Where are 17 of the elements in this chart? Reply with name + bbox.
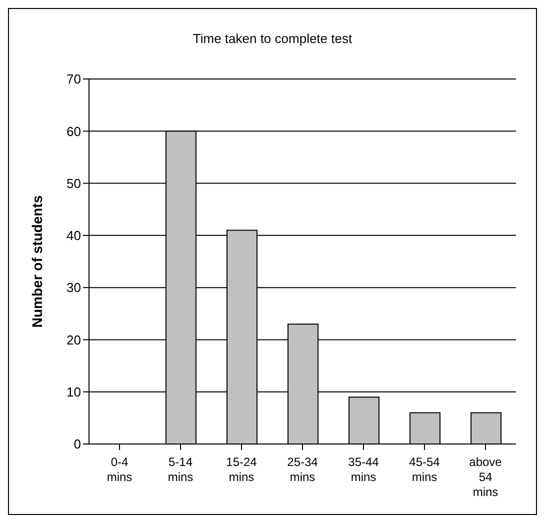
y-tick-label: 30 (66, 280, 81, 296)
x-tick-label: 5-14 mins (168, 455, 194, 484)
y-tick-label: 40 (66, 228, 81, 244)
y-tick-label: 50 (66, 176, 81, 191)
x-tick-label: 25-34 mins (287, 455, 318, 484)
chart-title: Time taken to complete test (192, 31, 354, 46)
y-axis-title: Number of students (28, 195, 45, 328)
y-tick-label: 70 (66, 72, 81, 87)
x-tick-label: 15-24 mins (226, 455, 258, 484)
y-tick-label: 20 (66, 332, 81, 348)
y-tick-label: 0 (74, 436, 81, 452)
y-tick-label: 10 (66, 384, 81, 400)
x-tick-label: 0-4 mins (106, 455, 132, 484)
x-tick-label: 35-44 mins (348, 455, 380, 484)
y-tick-label: 60 (66, 124, 81, 139)
x-tick-label: 45-54 mins (409, 455, 440, 484)
x-tick-label: above 54 mins (469, 455, 502, 499)
